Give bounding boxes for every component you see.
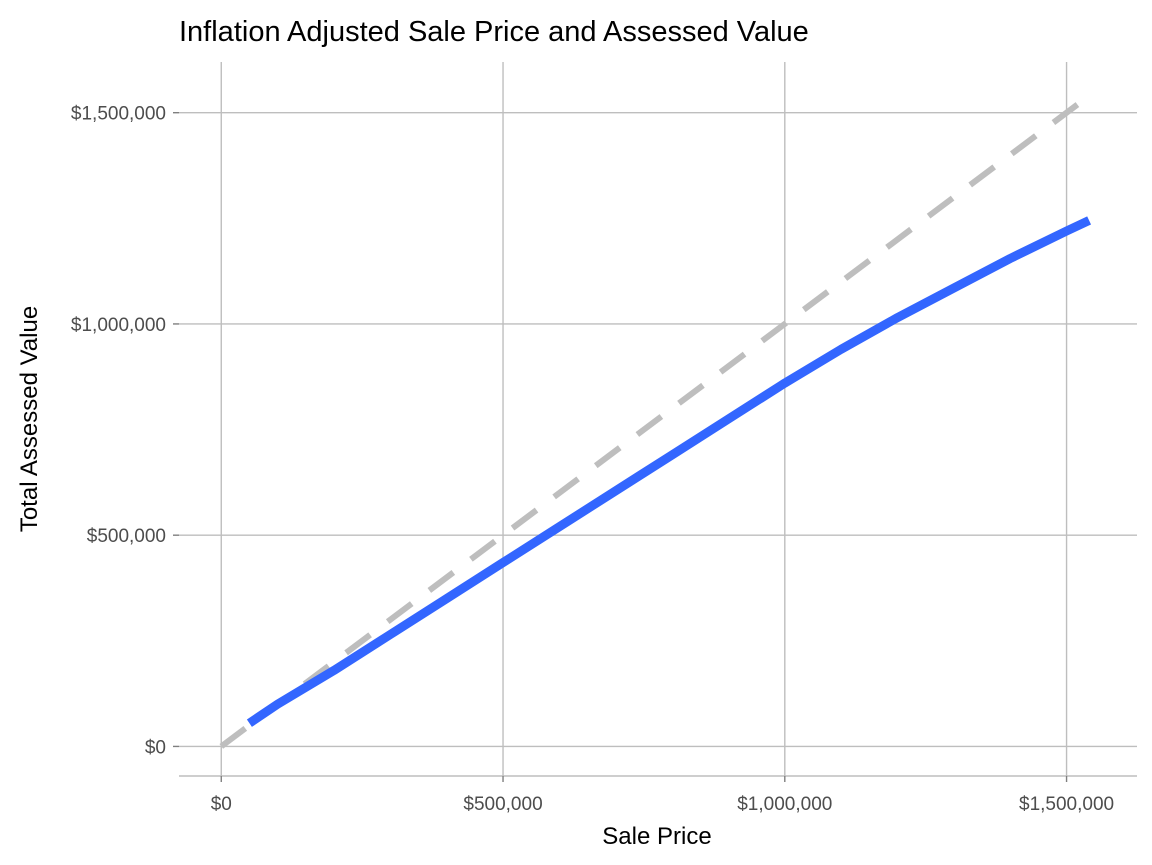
x-axis-title: Sale Price xyxy=(602,823,711,850)
y-tick-label: $1,500,000 xyxy=(71,104,166,125)
chart-title: Inflation Adjusted Sale Price and Assess… xyxy=(179,16,809,48)
x-axis-ticks: $0 $500,000 $1,000,000 $1,500,000 xyxy=(211,776,1114,815)
x-tick-label: $1,500,000 xyxy=(1019,794,1114,815)
x-tick-label: $1,000,000 xyxy=(737,794,832,815)
y-axis-title: Total Assessed Value xyxy=(16,306,43,532)
x-tick-label: $0 xyxy=(211,794,232,815)
y-gridlines xyxy=(179,111,1137,748)
series-layer xyxy=(219,93,1092,749)
fitted-line xyxy=(246,216,1092,727)
reference-line-dashed xyxy=(219,93,1091,749)
x-tick-label: $500,000 xyxy=(463,794,542,815)
y-tick-label: $500,000 xyxy=(87,526,166,547)
y-tick-label: $0 xyxy=(145,737,166,758)
x-gridlines xyxy=(220,62,1068,776)
y-tick-label: $1,000,000 xyxy=(71,315,166,336)
y-axis-ticks: $0 $500,000 $1,000,000 $1,500,000 xyxy=(71,104,179,758)
